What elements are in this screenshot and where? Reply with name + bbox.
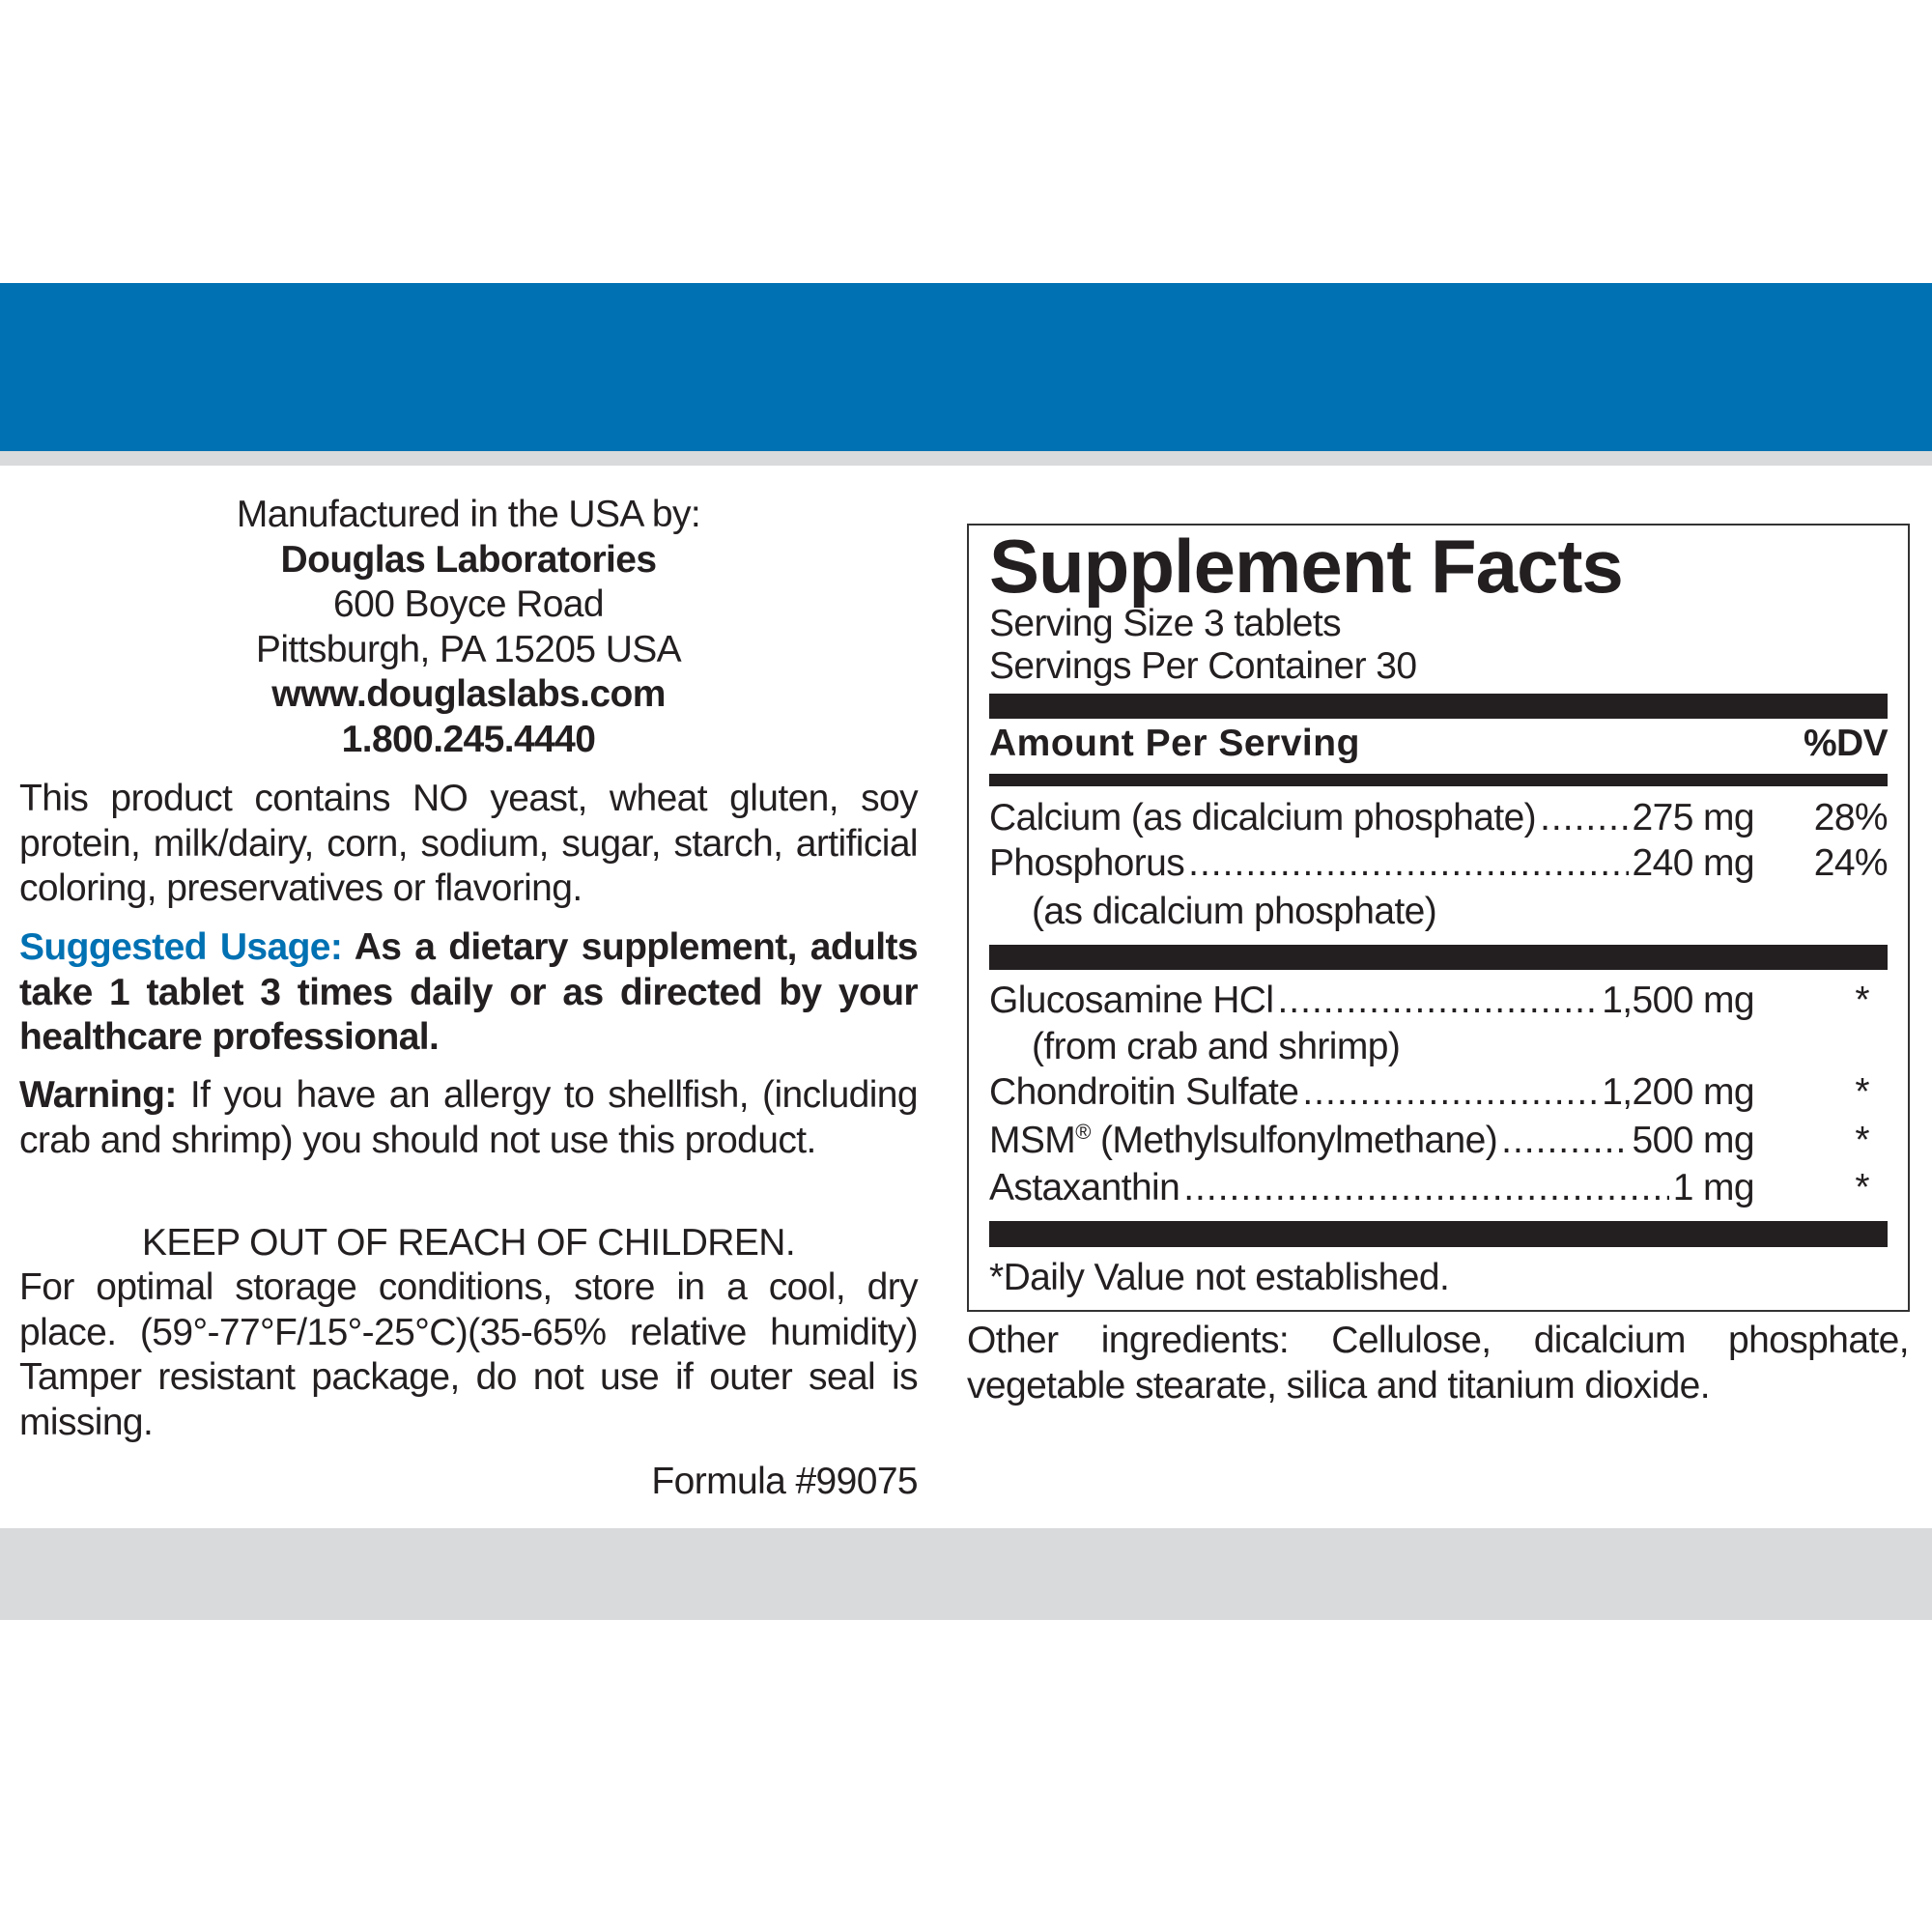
- manufacturer-intro: Manufactured in the USA by:: [236, 494, 701, 535]
- registered-mark: ®: [1075, 1120, 1091, 1144]
- amount-header-row: Amount Per Serving %DV: [989, 722, 1889, 766]
- ingredient-name: MSM® (Methylsulfonylmethane): [989, 1120, 1498, 1162]
- header-divider: [0, 451, 1932, 466]
- dot-leader: [1183, 1167, 1668, 1209]
- other-ingredients: Other ingredients: Cellulose, dicalcium …: [967, 1320, 1910, 1406]
- phosphorus-source: (as dicalcium phosphate): [1032, 891, 1437, 932]
- servings-per-container: Servings Per Container 30: [989, 645, 1417, 687]
- warning-label: Warning:: [19, 1074, 177, 1116]
- usage-label: Suggested Usage:: [19, 926, 343, 968]
- thick-divider: [989, 1221, 1888, 1247]
- manufacturer-street: 600 Boyce Road: [333, 583, 605, 625]
- msm-name: MSM: [989, 1120, 1076, 1161]
- dot-leader: [1302, 1071, 1598, 1114]
- formula-number: Formula #99075: [651, 1461, 918, 1502]
- ingredient-name: Astaxanthin: [989, 1167, 1180, 1208]
- ingredient-dv: *: [1855, 1071, 1869, 1113]
- ingredient-name: Glucosamine HCl: [989, 980, 1274, 1021]
- ingredient-amount: 1,500 mg: [1602, 980, 1754, 1021]
- footer-band: [0, 1528, 1932, 1620]
- free-from-statement: This product contains NO yeast, wheat gl…: [19, 778, 919, 909]
- daily-value-footnote: *Daily Value not established.: [989, 1257, 1450, 1298]
- ingredient-amount: 1,200 mg: [1602, 1071, 1754, 1113]
- storage-instructions: For optimal storage conditions, store in…: [19, 1266, 919, 1443]
- nutrient-name: Phosphorus: [989, 842, 1185, 884]
- dot-leader: [1277, 980, 1598, 1022]
- facts-title: Supplement Facts: [989, 524, 1624, 609]
- nutrient-row-calcium: Calcium (as dicalcium phosphate) 275 mg 28…: [989, 796, 1889, 840]
- dv-header: %DV: [1803, 723, 1889, 764]
- ingredient-row-astaxanthin: Astaxanthin 1 mg *: [989, 1166, 1888, 1210]
- dot-leader: [1188, 842, 1628, 885]
- thick-divider: [989, 945, 1888, 970]
- ingredient-row-msm: MSM® (Methylsulfonylmethane) 500 mg *: [989, 1119, 1888, 1163]
- usage-text: As a dietary supplement, adults take 1 t…: [19, 926, 919, 1058]
- ingredient-dv: *: [1855, 1167, 1869, 1208]
- dot-leader: [1540, 797, 1628, 839]
- medium-divider: [989, 774, 1888, 786]
- serving-size: Serving Size 3 tablets: [989, 603, 1342, 644]
- dot-leader: [1501, 1120, 1628, 1162]
- manufacturer-phone: 1.800.245.4440: [341, 718, 596, 760]
- header-band: [0, 283, 1932, 451]
- manufacturer-name: Douglas Laboratories: [280, 538, 658, 581]
- thick-divider: [989, 694, 1888, 719]
- warning-text: If you have an allergy to shellfish, (in…: [19, 1074, 919, 1161]
- ingredient-dv: *: [1855, 980, 1869, 1021]
- ingredient-dv: *: [1855, 1120, 1869, 1161]
- ingredient-row-glucosamine: Glucosamine HCl 1,500 mg *: [989, 979, 1888, 1023]
- manufacturer-city: Pittsburgh, PA 15205 USA: [255, 628, 682, 670]
- glucosamine-source: (from crab and shrimp): [1032, 1026, 1401, 1067]
- manufacturer-website[interactable]: www.douglaslabs.com: [271, 673, 666, 715]
- supplement-facts-panel: [967, 524, 1910, 1312]
- warning: Warning: If you have an allergy to shell…: [19, 1073, 919, 1163]
- ingredient-amount: 500 mg: [1632, 1120, 1755, 1161]
- nutrient-dv: 24%: [1813, 842, 1889, 884]
- ingredient-name: Chondroitin Sulfate: [989, 1071, 1299, 1113]
- amount-header: Amount Per Serving: [989, 723, 1360, 764]
- manufacturer-block: Manufactured in the USA by: Douglas Labo…: [19, 493, 918, 762]
- suggested-usage: Suggested Usage: As a dietary supplement…: [19, 925, 919, 1061]
- ingredient-amount: 1 mg: [1672, 1167, 1755, 1208]
- nutrient-row-phosphorus: Phosphorus 240 mg 24%: [989, 841, 1889, 886]
- nutrient-name: Calcium (as dicalcium phosphate): [989, 797, 1537, 838]
- nutrient-amount: 240 mg: [1632, 842, 1755, 884]
- nutrient-dv: 28%: [1813, 797, 1889, 838]
- ingredient-row-chondroitin: Chondroitin Sulfate 1,200 mg *: [989, 1070, 1888, 1115]
- nutrient-amount: 275 mg: [1632, 797, 1755, 838]
- msm-name-rest: (Methylsulfonylmethane): [1090, 1120, 1498, 1161]
- keep-out-notice: KEEP OUT OF REACH OF CHILDREN.: [141, 1222, 796, 1264]
